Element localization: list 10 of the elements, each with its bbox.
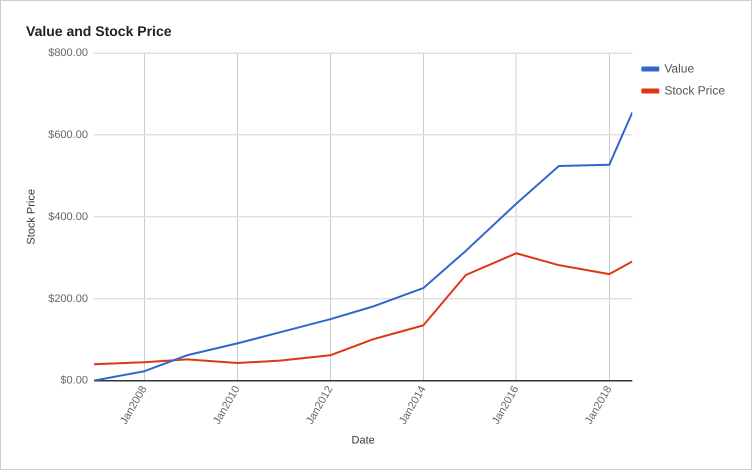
y-tick-label: $600.00	[48, 128, 88, 141]
y-tick-label: $400.00	[48, 210, 88, 223]
chart-title: Value and Stock Price	[26, 23, 172, 39]
legend-label: Stock Price	[664, 83, 726, 98]
legend-label: Value	[664, 61, 694, 76]
x-axis-title: Date	[352, 434, 375, 446]
y-axis-title: Stock Price	[26, 189, 38, 245]
y-tick-label: $0.00	[60, 374, 88, 387]
y-tick-label: $200.00	[48, 292, 88, 305]
y-tick-label: $800.00	[48, 47, 88, 60]
